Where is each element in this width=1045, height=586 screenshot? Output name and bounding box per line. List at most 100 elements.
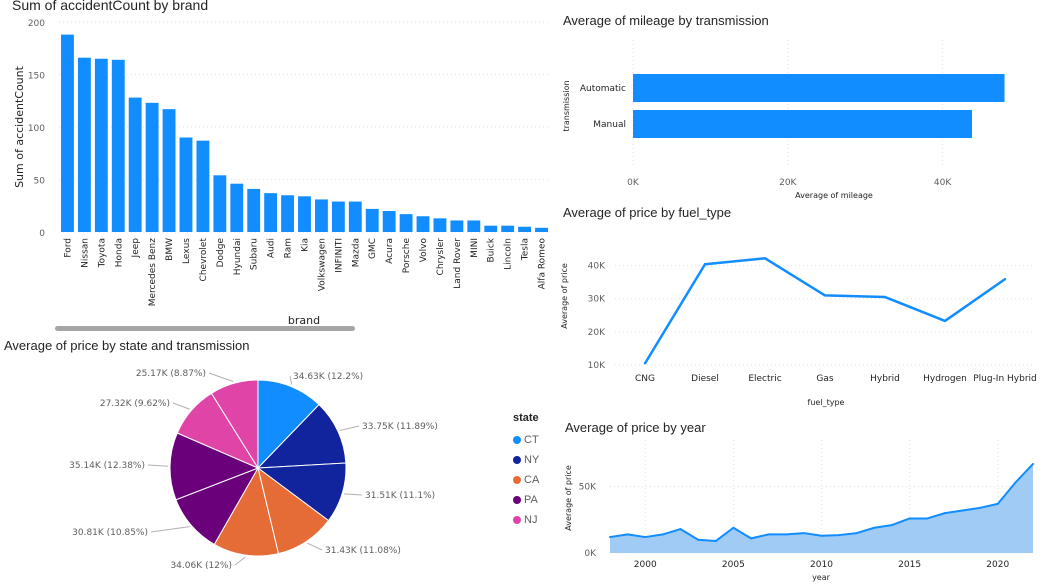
y-tick-label: 100 [28,124,45,134]
x-tick-label: GMC [368,238,378,259]
data-label-nj: 25.17K (8.87%) [136,369,206,379]
leader-line [344,493,363,496]
x-tick-label: Diesel [691,374,719,384]
x-tick-label: Land Rover [453,238,463,289]
bar-audi [264,193,278,232]
legend-label-nj: NJ [524,514,538,526]
x-tick-label: Tesla [521,238,531,261]
y-tick-label: 150 [28,72,45,82]
horizontal-scrollbar [55,326,355,331]
bar-porsche [399,214,413,232]
x-tick-label: Hyundai [233,238,243,275]
legend-dot-nj [513,516,521,524]
leader-line [307,542,323,551]
point-2015 [908,517,911,520]
y-axis-label: Average of price [564,465,573,531]
legend-item-ca[interactable]: CA [513,470,539,490]
x-tick-label: Chevrolet [199,238,209,282]
bar-dodge [213,175,227,232]
bar-kia [298,196,311,232]
point-2002 [679,528,682,531]
y-tick-label: 20K [588,328,606,338]
data-label-ct: 34.63K (12.2%) [293,372,363,382]
x-tick-label: Acura [385,238,395,264]
x-tick-label: Alfa Romeo [538,238,548,290]
point-hybrid [883,295,887,299]
point-2017 [943,512,946,515]
point-2004 [714,540,717,543]
legend-dot-ny [513,456,521,464]
legend-label-ct: CT [524,434,539,446]
bar-infiniti [331,201,345,232]
x-axis-label: year [812,573,831,582]
legend-item-pa[interactable]: PA [513,490,539,510]
y-tick-label: 50K [579,483,597,493]
x-tick-label: Lexus [182,238,192,264]
y-axis-label: Sum of accidentCount [13,65,26,188]
state-legend: state CT NY CA PA NJ [513,412,539,530]
y-tick-label: 10K [588,361,606,371]
point-2016 [926,517,929,520]
state-chart-title: Average of price by state and transmissi… [4,338,250,353]
x-tick-label: Dodge [216,238,226,268]
bar-acura [382,211,396,232]
x-tick-label: 2005 [722,560,745,570]
x-tick-label: 40K [934,178,952,188]
leader-line [339,425,360,431]
y-tick-label: Automatic [580,84,626,94]
point-2018 [961,509,964,512]
data-label-ny: 33.75K (11.89%) [362,422,438,432]
data-label-pa: 30.81K (10.85%) [72,528,148,538]
x-tick-label: Subaru [250,238,260,270]
year-chart-title: Average of price by year [565,420,706,435]
leader-line [150,526,190,533]
x-tick-label: Electric [748,374,781,384]
point-2005 [732,526,735,529]
x-tick-label: INFINITI [334,238,344,273]
legend-item-nj[interactable]: NJ [513,510,539,530]
slice-pa-6 [169,432,260,501]
legend-label-ca: CA [524,474,540,486]
series-line [643,257,1006,364]
point-gas [823,294,827,297]
x-tick-label: Porsche [402,238,412,274]
bar-buick [484,225,498,232]
legend-item-ct[interactable]: CT [513,430,539,450]
y-tick-label: 50 [34,177,46,187]
x-tick-label: MINI [470,238,480,258]
x-tick-label: Ford [63,238,73,258]
x-tick-label: Mazda [351,238,361,267]
transmission-bar-chart: 0K 20K 40K Automatic Manual Average of mileag… [562,40,1005,200]
state-chart-panel: Average of price by state and transmissi… [0,335,555,586]
x-tick-label: Hybrid [870,374,900,384]
bar-chevrolet [196,140,210,232]
fuel-chart-panel: Average of price by fuel_type 10K 20K 30K 4… [555,205,1045,410]
x-tick-label: Toyota [97,238,107,268]
x-tick-label: 2015 [898,560,921,570]
slice-ny-1 [256,403,347,469]
x-tick-label: Volvo [419,238,429,263]
data-label-ny: 31.51K (11.1%) [365,491,435,501]
y-tick-label: 40K [588,262,606,272]
bar-mini [467,220,481,232]
bar-lexus [179,137,193,232]
x-tick-label: 2000 [634,560,657,570]
bar-gmc [365,208,379,232]
bar-subaru [247,188,261,232]
year-chart-panel: Average of price by year 0K 50K 2000 2005 20… [555,410,1045,586]
point-2011 [838,534,841,537]
bar-toyota [94,58,108,232]
bar-hyundai [230,183,244,232]
data-label-ca: 31.43K (11.08%) [325,546,401,556]
bar-alfa-romeo [535,227,548,232]
point-diesel [703,263,707,266]
point-2001 [661,533,664,536]
leader-line [147,464,169,467]
x-tick-label: 2010 [810,560,833,570]
x-tick-label: Chrysler [436,238,446,276]
point-2013 [873,526,876,529]
legend-dot-ct [513,436,521,444]
legend-item-ny[interactable]: NY [513,450,539,470]
point-2008 [785,533,788,536]
y-axis-label: transmission [562,80,571,131]
